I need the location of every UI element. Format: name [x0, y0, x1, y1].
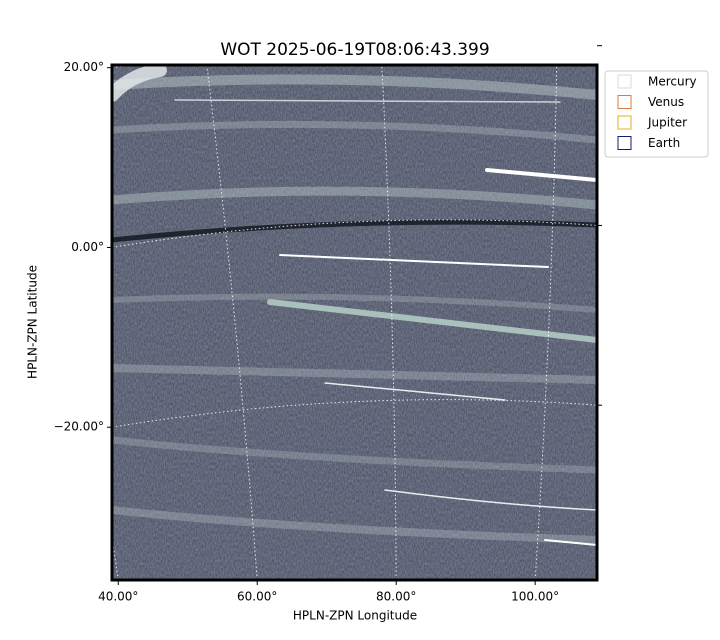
y-tick-label: −20.00° — [54, 420, 104, 434]
streak — [384, 489, 597, 511]
streak — [112, 120, 597, 144]
legend-swatch — [617, 136, 632, 150]
streak — [485, 168, 597, 182]
streak — [112, 186, 597, 210]
legend-entries: Mercury Venus Jupiter Earth — [617, 74, 697, 150]
streak — [112, 65, 167, 102]
legend — [604, 70, 709, 158]
x-axis-label: HPLN-ZPN Longitude — [293, 609, 417, 623]
streak — [324, 382, 506, 401]
legend-label: Earth — [648, 136, 680, 150]
image — [112, 65, 597, 580]
streak — [544, 539, 597, 546]
x-tick-label: 80.00° — [376, 590, 416, 604]
grid-line — [112, 533, 119, 580]
legend-label: Jupiter — [647, 116, 687, 130]
legend-swatch — [617, 74, 632, 89]
legend-label: Mercury — [648, 75, 697, 89]
legend-swatch — [617, 95, 632, 109]
image-noise — [112, 65, 597, 580]
plot-frame — [110, 63, 599, 582]
grid — [112, 65, 597, 580]
grid-line — [534, 65, 558, 580]
x-tick-label: 60.00° — [237, 590, 277, 604]
streak — [112, 506, 597, 544]
chart-title: WOT 2025-06-19T08:06:43.399 — [220, 40, 489, 60]
grid-line — [381, 65, 397, 580]
x-tick-label: 100.00° — [511, 590, 559, 604]
streak — [112, 436, 597, 474]
legend-label: Venus — [648, 95, 684, 109]
streak — [279, 254, 549, 268]
y-axis-label: HPLN-ZPN Latitude — [26, 265, 40, 379]
legend-swatch — [617, 115, 632, 130]
x-tick-label: 40.00° — [98, 590, 138, 604]
streak — [112, 219, 597, 243]
streak — [112, 74, 597, 100]
streak — [174, 99, 561, 103]
streak — [112, 364, 597, 384]
y-tick-label: 0.00° — [71, 240, 104, 254]
streaks — [112, 65, 597, 546]
streak — [267, 299, 597, 343]
y-tick-label: 20.00° — [64, 60, 104, 74]
streak — [112, 293, 597, 313]
